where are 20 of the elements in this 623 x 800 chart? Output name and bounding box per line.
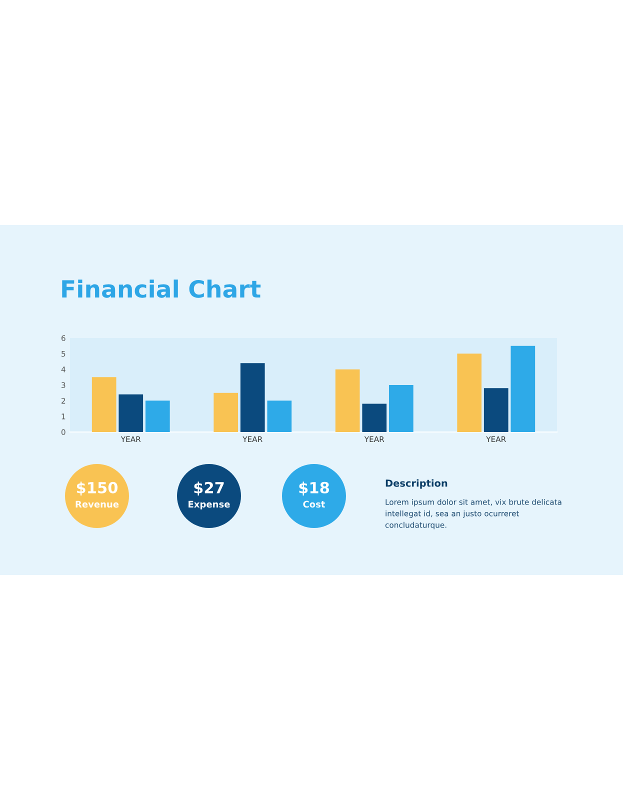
bar: [240, 363, 265, 432]
bar: [457, 354, 482, 432]
bar: [267, 400, 292, 432]
bar: [362, 404, 387, 432]
bar: [92, 377, 116, 432]
text: Cost: [303, 500, 326, 508]
bar: [484, 388, 508, 432]
chart-title: Financial Chart: [62, 280, 261, 298]
bar: [214, 392, 238, 432]
text: $150: [76, 482, 118, 496]
bar: [118, 394, 144, 432]
bar: [335, 369, 360, 432]
bar: [145, 400, 170, 432]
text: Description: [386, 479, 448, 489]
text: Expense: [188, 500, 230, 510]
bar: [388, 385, 414, 432]
text: Revenue: [76, 500, 119, 508]
bar: [510, 346, 536, 432]
text: $18: [299, 482, 329, 496]
text: $27: [194, 482, 224, 496]
